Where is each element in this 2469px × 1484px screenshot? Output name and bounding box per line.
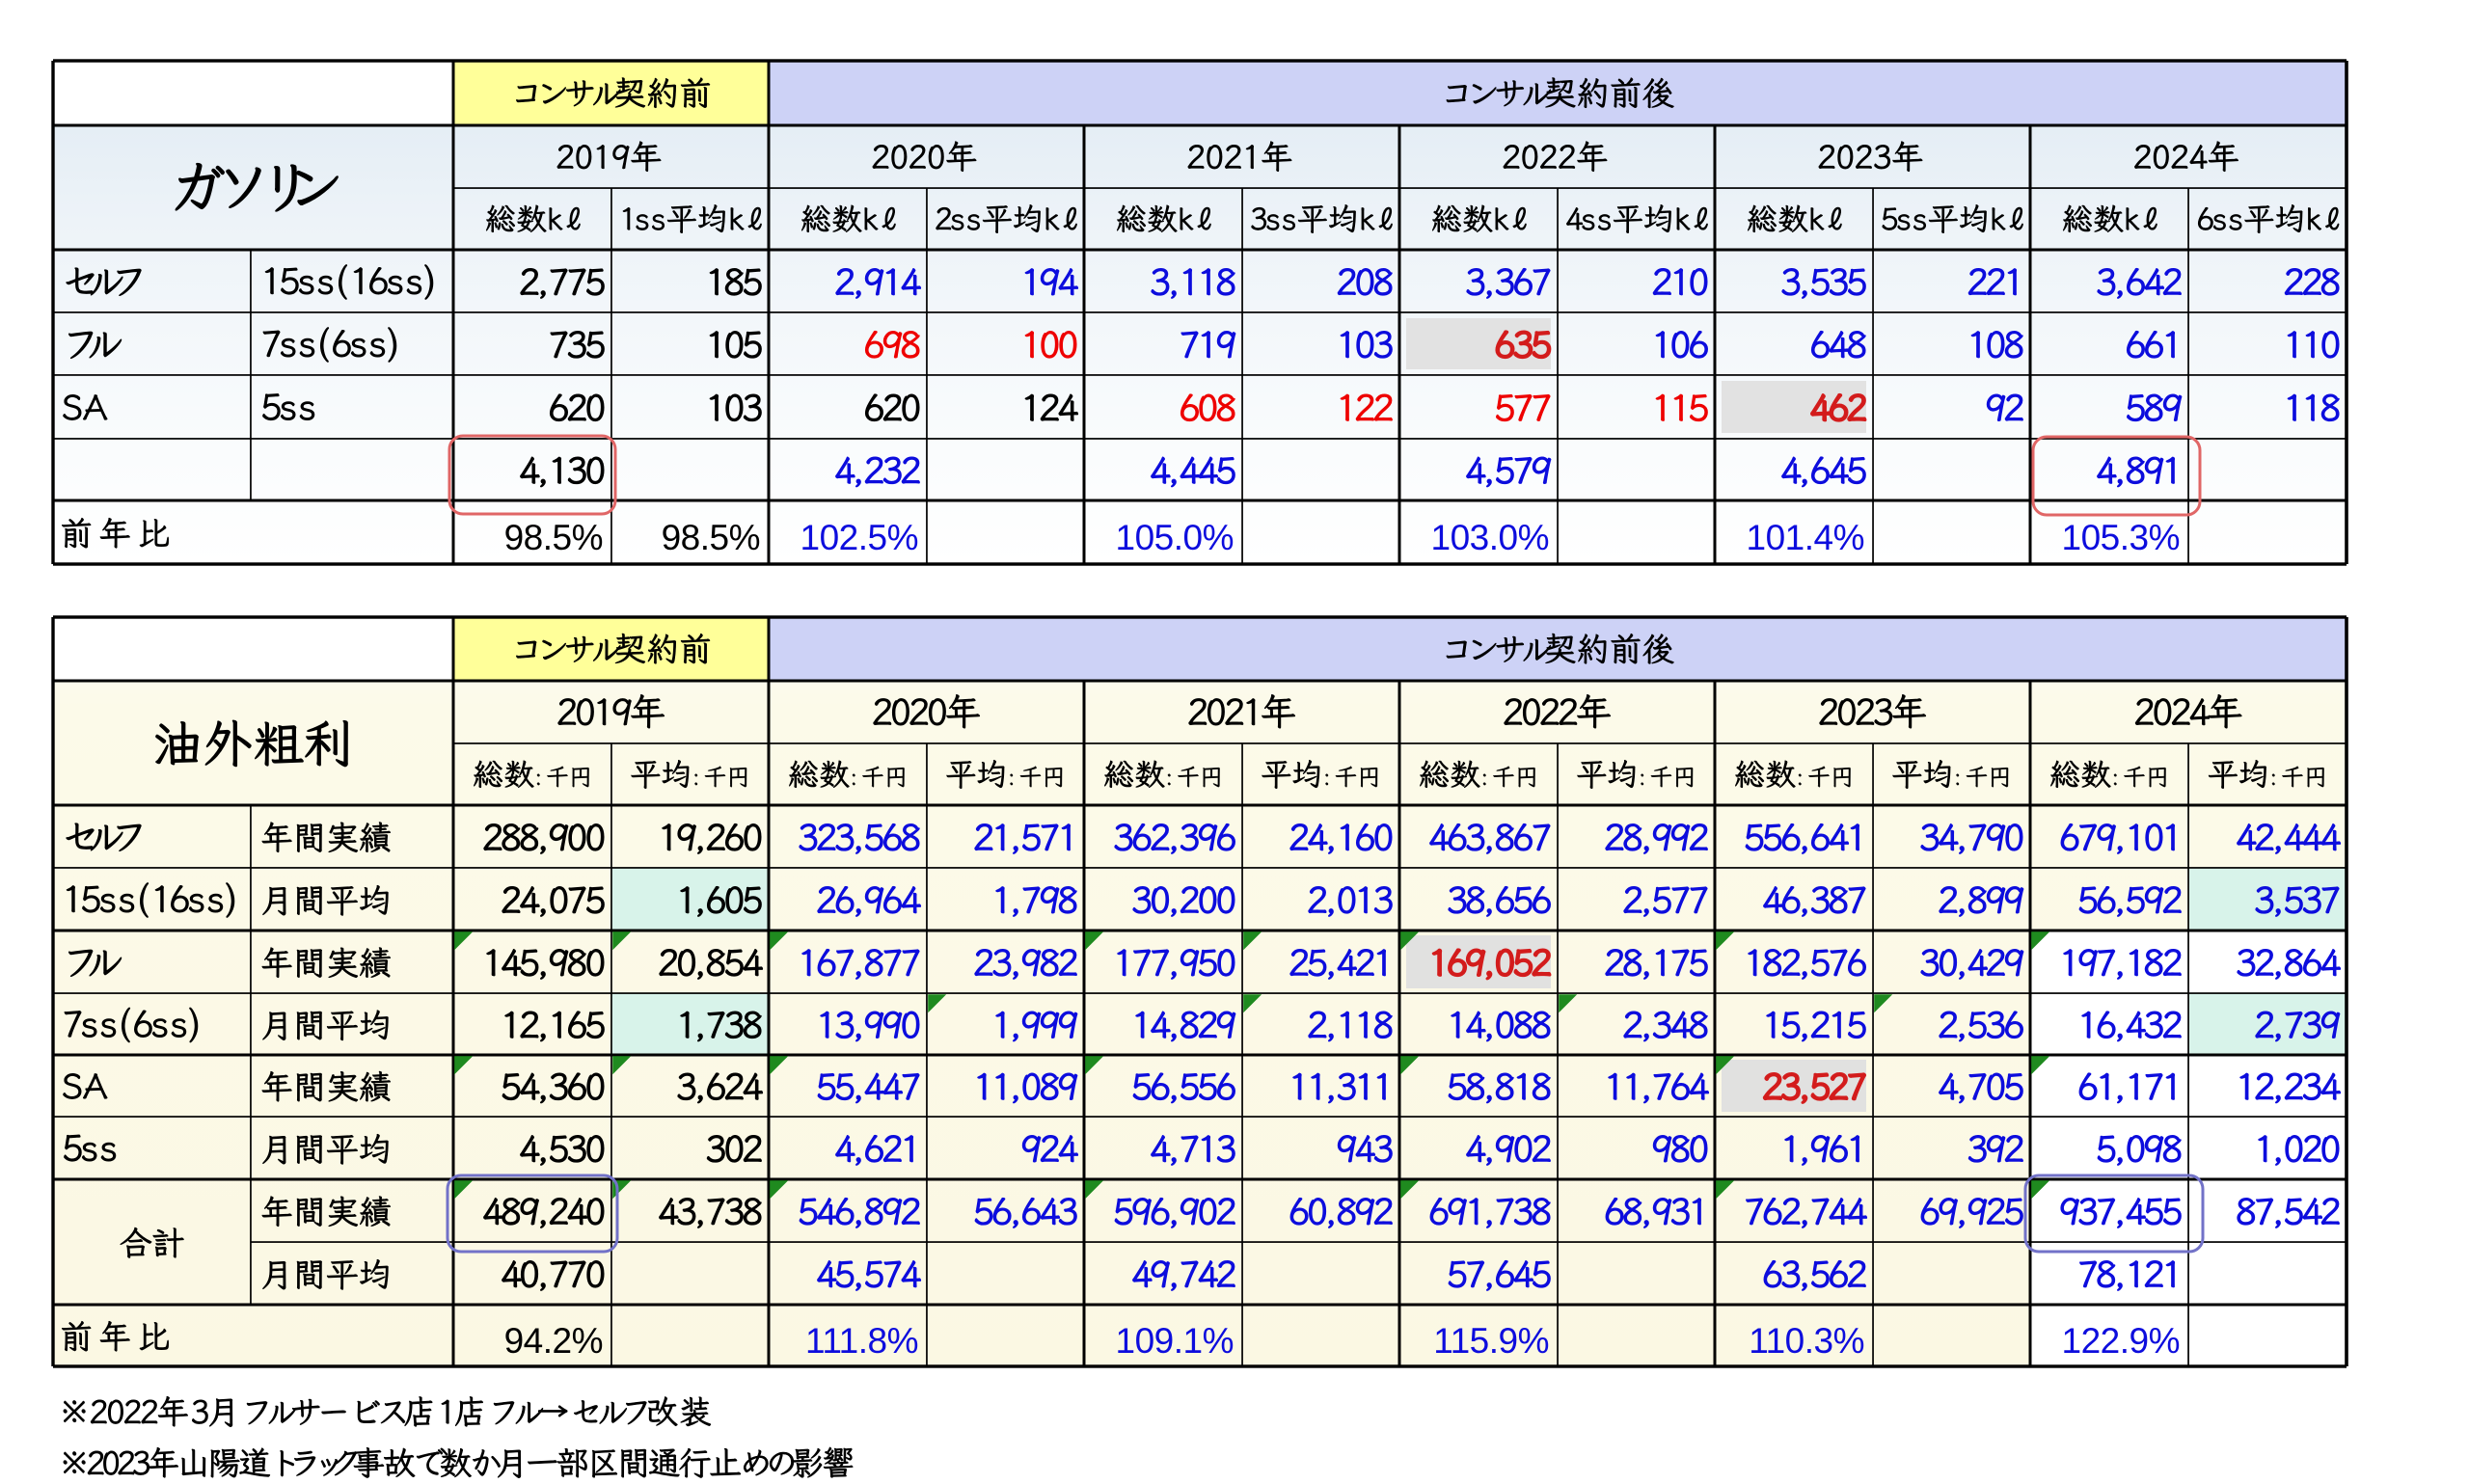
svg-text:111.8%: 111.8% <box>805 1321 918 1361</box>
svg-text:98.5%: 98.5% <box>662 518 760 557</box>
svg-text:98.5%: 98.5% <box>504 518 603 557</box>
svg-text:105.0%: 105.0% <box>1116 518 1234 557</box>
svg-text:94.2%: 94.2% <box>504 1321 603 1361</box>
svg-text:103.0%: 103.0% <box>1431 518 1550 557</box>
svg-text:101.4%: 101.4% <box>1747 518 1865 557</box>
svg-text:110.3%: 110.3% <box>1749 1321 1864 1361</box>
svg-text:115.9%: 115.9% <box>1433 1321 1549 1361</box>
svg-text:122.9%: 122.9% <box>2062 1321 2181 1361</box>
svg-text:105.3%: 105.3% <box>2062 518 2181 557</box>
svg-text:102.5%: 102.5% <box>800 518 919 557</box>
svg-text:109.1%: 109.1% <box>1116 1321 1234 1361</box>
